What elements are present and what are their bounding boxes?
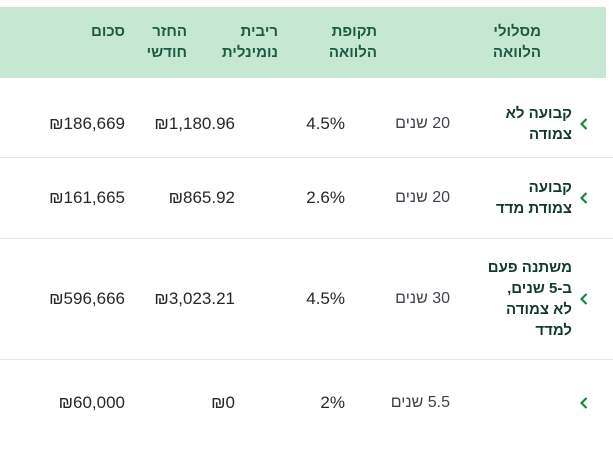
period-cell: 5.5 שנים <box>390 394 450 411</box>
track-name-cell: קבועה לא צמודה <box>451 103 613 145</box>
chevron-left-icon[interactable] <box>579 293 588 305</box>
track-name: משתנה פעם ב-5 שנים, לא צמודה למדד <box>487 259 572 339</box>
monthly-repayment-cell: ₪1,180.96 <box>154 113 235 133</box>
track-name-cell: קבועה צמודת מדד <box>451 177 613 219</box>
chevron-left-icon[interactable] <box>579 192 588 204</box>
column-header-loan-tracks: מסלולי הלוואה <box>451 21 606 63</box>
monthly-repayment-cell: ₪3,023.21 <box>154 289 235 308</box>
interest-cell: 2.6% <box>306 188 345 207</box>
track-name: קבועה צמודת מדד <box>495 179 572 217</box>
column-header-label: סכום <box>91 23 125 40</box>
loan-track-row[interactable]: משתנה פעם ב-5 שנים, לא צמודה למדד 30 שני… <box>0 239 613 360</box>
column-header-label: ריבית נומינלית <box>221 23 278 61</box>
loan-track-row[interactable]: קבועה לא צמודה 20 שנים 4.5% ₪1,180.96 ₪1… <box>0 90 613 158</box>
chevron-left-icon[interactable] <box>579 117 588 130</box>
column-header-label: תקופת הלוואה <box>328 23 377 61</box>
period-cell: 20 שנים <box>395 114 450 132</box>
column-header-nominal-interest: ריבית נומינלית <box>222 21 345 63</box>
interest-cell: 2% <box>320 393 345 412</box>
total-amount-cell: ₪161,665 <box>49 188 125 207</box>
column-header-loan-period: תקופת הלוואה <box>329 21 451 63</box>
column-header-label: החזר חודשי <box>146 23 187 61</box>
interest-cell: 4.5% <box>306 289 345 308</box>
table-header-row: מסלולי הלוואה תקופת הלוואה ריבית נומינלי… <box>0 7 606 78</box>
loan-tracks-table: מסלולי הלוואה תקופת הלוואה ריבית נומינלי… <box>0 7 613 446</box>
track-name-cell <box>451 393 613 413</box>
track-name: קבועה לא צמודה <box>505 104 572 143</box>
interest-cell: 4.5% <box>306 113 345 133</box>
total-amount-cell: ₪186,669 <box>49 113 125 133</box>
loan-track-row[interactable]: קבועה צמודת מדד 20 שנים 2.6% ₪865.92 ₪16… <box>0 158 613 239</box>
column-header-total-amount: סכום <box>0 21 135 42</box>
monthly-repayment-cell: ₪865.92 <box>168 188 235 207</box>
column-header-monthly-repayment: החזר חודשי <box>135 21 257 63</box>
chevron-left-icon[interactable] <box>579 397 588 409</box>
track-name-cell: משתנה פעם ב-5 שנים, לא צמודה למדד <box>451 257 613 341</box>
monthly-repayment-cell: ₪0 <box>211 393 235 412</box>
total-amount-cell: ₪596,666 <box>49 289 125 308</box>
loan-track-row[interactable]: 5.5 שנים 2% ₪0 ₪60,000 <box>0 360 613 446</box>
period-cell: 20 שנים <box>395 189 450 206</box>
column-header-label: מסלולי הלוואה <box>492 23 541 61</box>
total-amount-cell: ₪60,000 <box>58 393 125 412</box>
period-cell: 30 שנים <box>395 290 450 307</box>
